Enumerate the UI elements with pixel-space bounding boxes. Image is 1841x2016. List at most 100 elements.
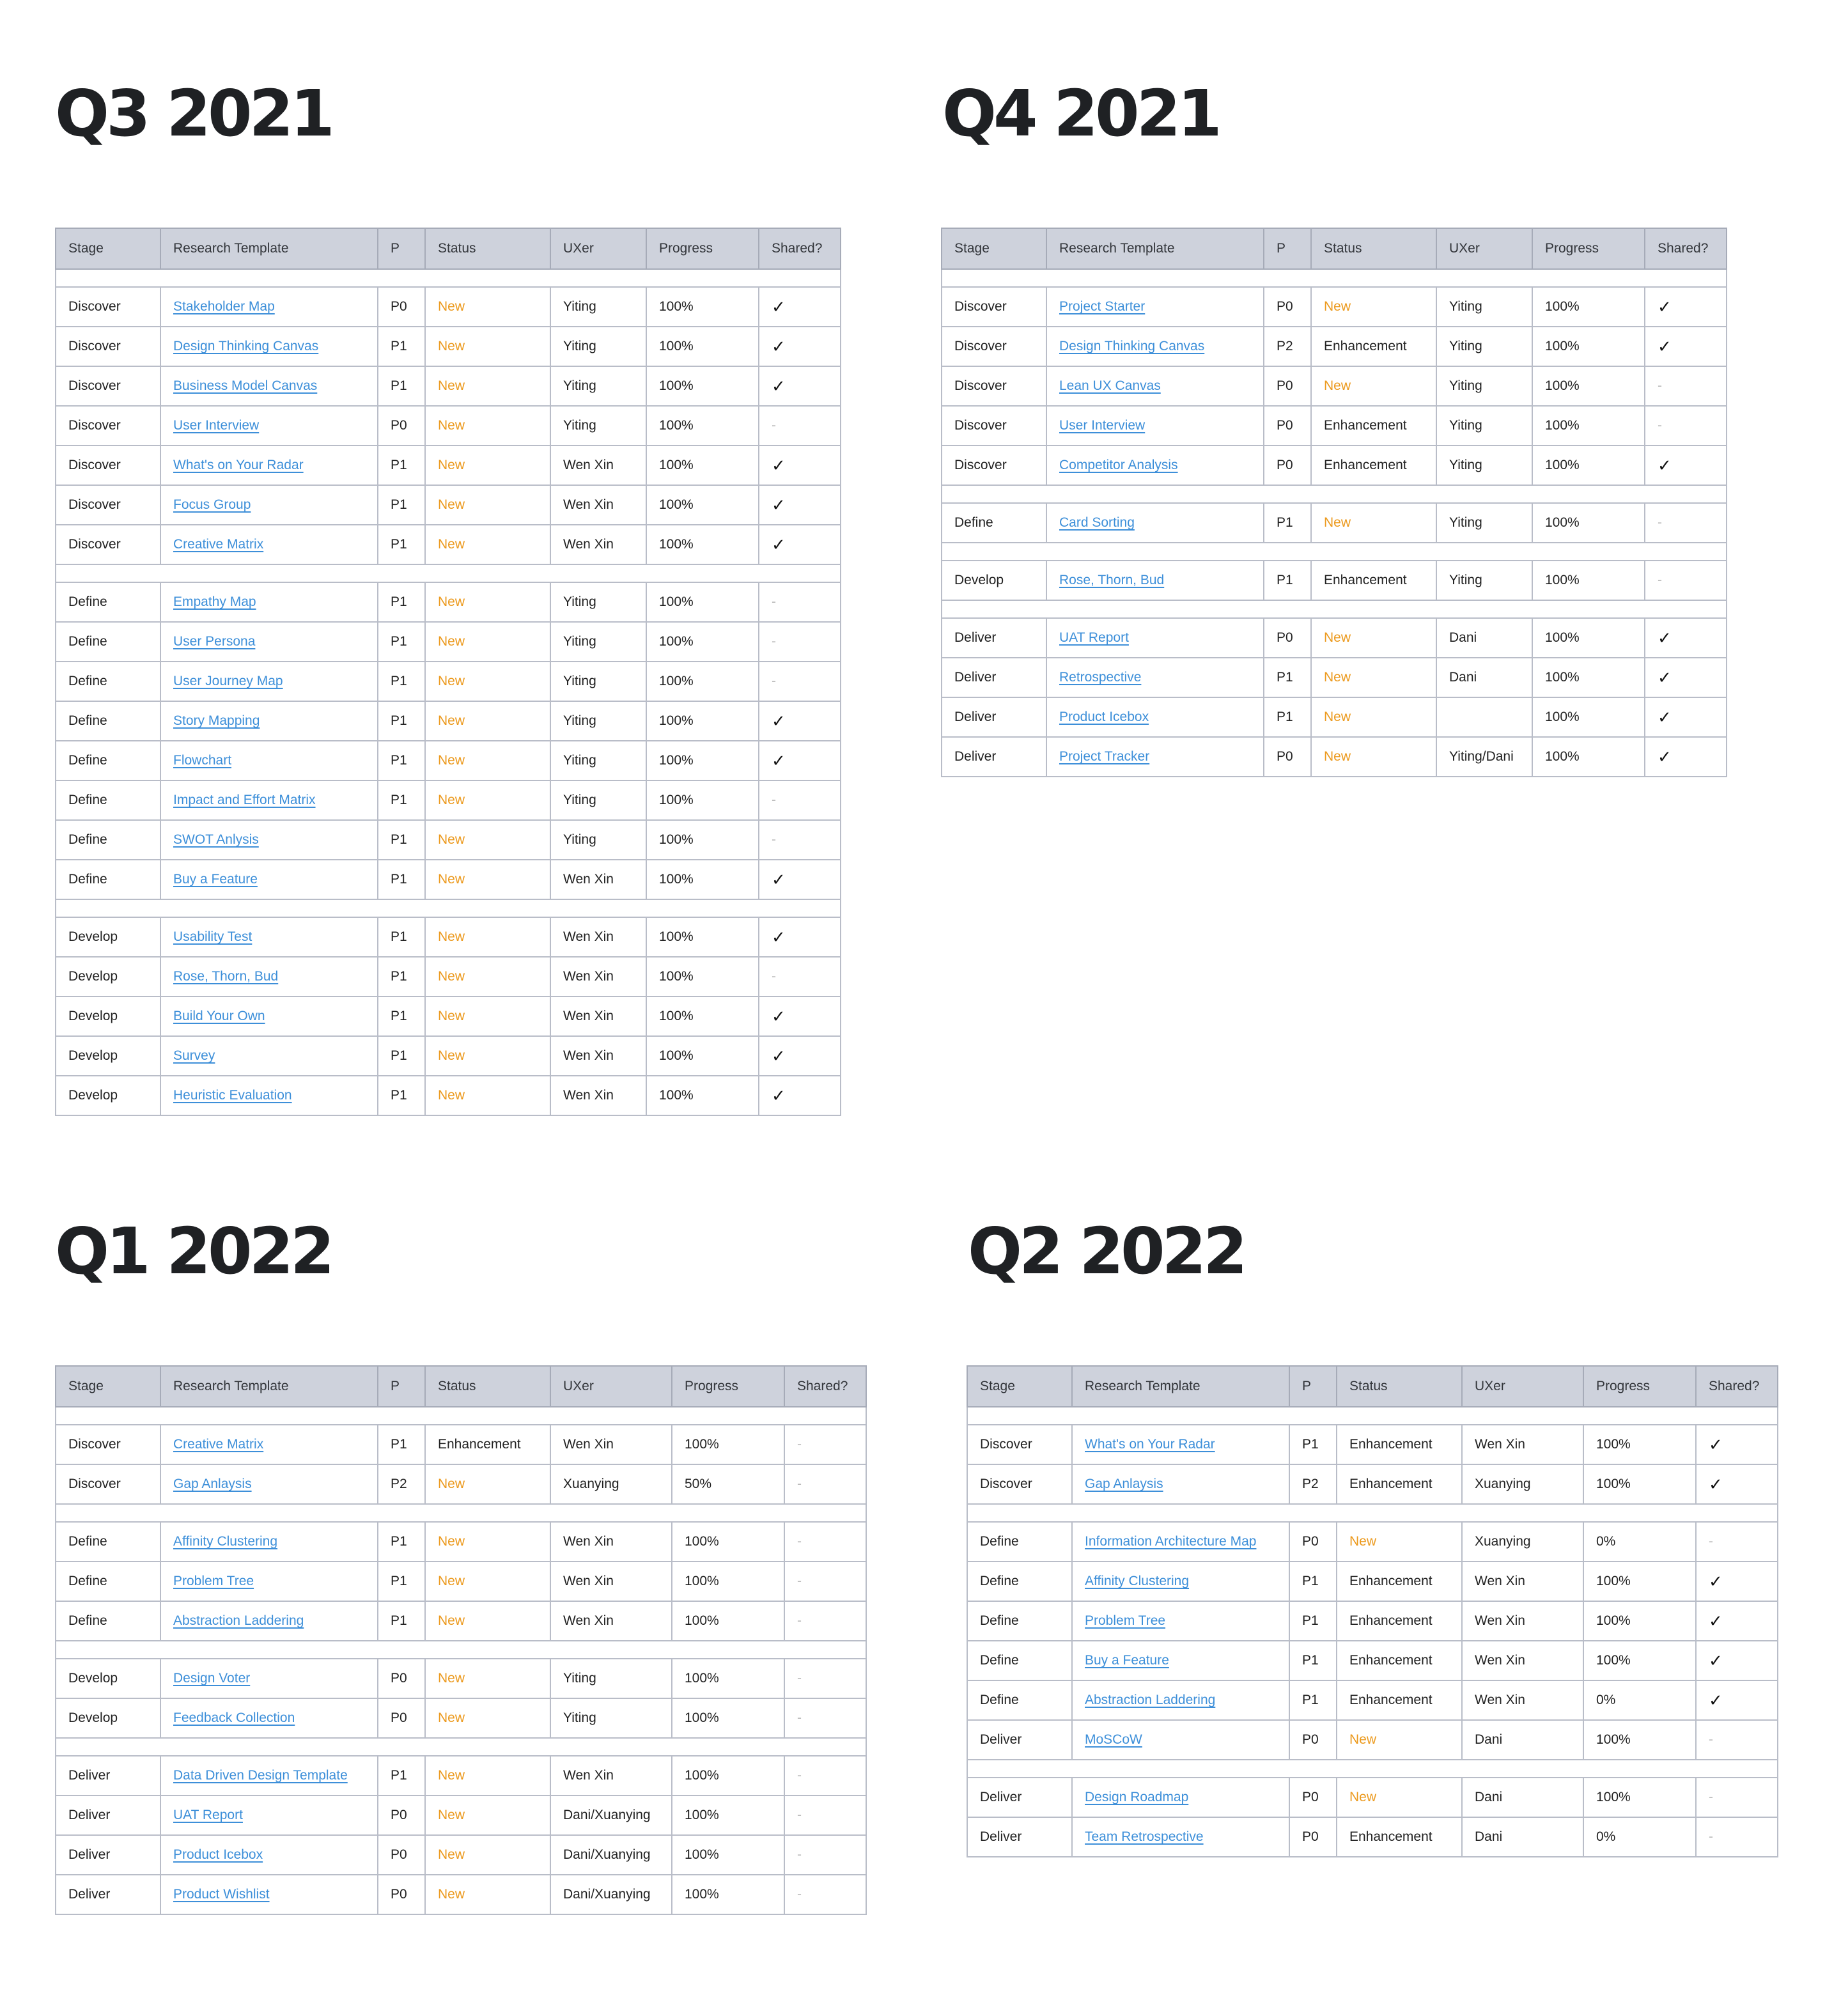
template-link[interactable]: Project Tracker xyxy=(1059,749,1150,764)
template-link[interactable]: User Interview xyxy=(173,418,260,433)
stage-label: Develop xyxy=(68,1710,118,1725)
template-link[interactable]: Creative Matrix xyxy=(173,537,264,552)
table-row: Develop Heuristic Evaluation P1 New Wen Xin 1… xyxy=(55,1075,841,1116)
template-link[interactable]: Design Voter xyxy=(173,1671,251,1686)
priority-label: P1 xyxy=(1302,1653,1319,1668)
table-row: Define Story Mapping P1 New Yiting 100% ✓ xyxy=(55,701,841,741)
uxer-label: Wen Xin xyxy=(563,872,614,887)
stage-label-cell: Deliver xyxy=(55,1874,161,1915)
uxer-label: Wen Xin xyxy=(1475,1437,1525,1452)
template-link[interactable]: Flowchart xyxy=(173,753,232,768)
stage-label-cell: Define xyxy=(967,1601,1073,1641)
template-link[interactable]: User Journey Map xyxy=(173,674,283,688)
template-link[interactable]: UAT Report xyxy=(1059,630,1129,645)
uxer-label: Yiting xyxy=(1449,378,1482,393)
template-link[interactable]: What's on Your Radar xyxy=(173,458,304,472)
template-link[interactable]: User Persona xyxy=(173,634,256,649)
uxer-label: Xuanying xyxy=(1475,1534,1531,1549)
template-link[interactable]: Empathy Map xyxy=(173,594,256,609)
template-link[interactable]: Stakeholder Map xyxy=(173,299,275,314)
template-link[interactable]: Abstraction Laddering xyxy=(1085,1693,1216,1707)
template-link[interactable]: Story Mapping xyxy=(173,713,260,728)
template-link[interactable]: Rose, Thorn, Bud xyxy=(1059,573,1165,587)
template-link-cell: User Interview xyxy=(160,405,378,446)
progress-label-cell: 100% xyxy=(1532,560,1645,601)
template-link[interactable]: User Interview xyxy=(1059,418,1146,433)
template-link[interactable]: Build Your Own xyxy=(173,1009,265,1023)
template-link[interactable]: Survey xyxy=(173,1048,215,1063)
template-link[interactable]: What's on Your Radar xyxy=(1085,1437,1215,1452)
progress-label: 100% xyxy=(659,594,694,609)
template-link[interactable]: Usability Test xyxy=(173,929,252,944)
template-link[interactable]: Data Driven Design Template xyxy=(173,1768,348,1783)
priority-label: P1 xyxy=(391,378,407,393)
priority-label-cell: P0 xyxy=(377,1658,426,1699)
status-label-cell: New xyxy=(424,621,551,662)
template-link[interactable]: Impact and Effort Matrix xyxy=(173,793,316,807)
template-link[interactable]: Buy a Feature xyxy=(173,872,258,887)
shared-dash-icon-cell: - xyxy=(784,1874,867,1915)
roadmap-table-q3-2021: Stage Research Template P Status UXer Progres… xyxy=(55,228,841,1116)
template-link-cell: Product Wishlist xyxy=(160,1874,378,1915)
template-link[interactable]: Business Model Canvas xyxy=(173,378,318,393)
template-link[interactable]: Gap Anlaysis xyxy=(1085,1477,1163,1491)
table-row: Discover What's on Your Radar P1 New Wen Xin… xyxy=(55,445,841,486)
template-link[interactable]: Creative Matrix xyxy=(173,1437,264,1452)
template-link[interactable]: Heuristic Evaluation xyxy=(173,1088,292,1103)
template-link[interactable]: UAT Report xyxy=(173,1808,243,1822)
template-link[interactable]: Card Sorting xyxy=(1059,515,1135,530)
template-link-cell: Stakeholder Map xyxy=(160,286,378,327)
progress-label: 0% xyxy=(1596,1693,1616,1707)
template-link[interactable]: Product Icebox xyxy=(173,1847,263,1862)
template-link[interactable]: Affinity Clustering xyxy=(173,1534,278,1549)
shared-check-icon-cell: ✓ xyxy=(1644,286,1727,327)
progress-label-cell: 100% xyxy=(1583,1424,1697,1465)
template-link-cell: Usability Test xyxy=(160,917,378,958)
template-link[interactable]: Project Starter xyxy=(1059,299,1146,314)
shared-dash-icon-cell: - xyxy=(784,1834,867,1875)
priority-label-cell: P0 xyxy=(1263,736,1312,777)
template-link[interactable]: Feedback Collection xyxy=(173,1710,295,1725)
shared-dash-icon: - xyxy=(797,1710,802,1725)
template-link[interactable]: Product Icebox xyxy=(1059,709,1149,724)
template-link[interactable]: Retrospective xyxy=(1059,670,1142,685)
template-link[interactable]: Lean UX Canvas xyxy=(1059,378,1161,393)
template-link[interactable]: MoSCoW xyxy=(1085,1732,1142,1747)
column-status-header: Status xyxy=(1310,228,1437,270)
table-row: Discover Lean UX Canvas P0 New Yiting 100% - xyxy=(941,366,1727,407)
template-link[interactable]: Focus Group xyxy=(173,497,251,512)
shared-check-icon-cell: ✓ xyxy=(758,524,841,565)
template-link[interactable]: Design Thinking Canvas xyxy=(173,339,319,353)
shared-dash-icon-cell: - xyxy=(1644,560,1727,601)
table-row: Deliver Data Driven Design Template P1 New W… xyxy=(55,1755,867,1796)
template-link[interactable]: Information Architecture Map xyxy=(1085,1534,1257,1549)
template-link[interactable]: SWOT Anlysis xyxy=(173,832,259,847)
priority-label: P0 xyxy=(1302,1732,1319,1747)
template-link[interactable]: Problem Tree xyxy=(1085,1613,1166,1628)
template-link[interactable]: Competitor Analysis xyxy=(1059,458,1178,472)
stage-label-cell: Discover xyxy=(941,445,1047,486)
template-link[interactable]: Product Wishlist xyxy=(173,1887,270,1902)
template-link[interactable]: Gap Anlaysis xyxy=(173,1477,252,1491)
template-link[interactable]: Design Thinking Canvas xyxy=(1059,339,1205,353)
shared-dash-icon-cell: - xyxy=(758,582,841,623)
shared-dash-icon: - xyxy=(797,1613,802,1628)
priority-label: P1 xyxy=(391,1574,407,1588)
template-link[interactable]: Design Roadmap xyxy=(1085,1790,1189,1804)
priority-label: P2 xyxy=(1277,339,1293,353)
template-link[interactable]: Problem Tree xyxy=(173,1574,254,1588)
template-link[interactable]: Abstraction Laddering xyxy=(173,1613,304,1628)
template-link-cell: Flowchart xyxy=(160,740,378,781)
stage-label-cell: Define xyxy=(55,582,161,623)
template-link[interactable]: Rose, Thorn, Bud xyxy=(173,969,279,984)
stage-label-cell: Deliver xyxy=(55,1834,161,1875)
template-link[interactable]: Buy a Feature xyxy=(1085,1653,1169,1668)
progress-label-cell: 100% xyxy=(646,524,759,565)
template-link[interactable]: Team Retrospective xyxy=(1085,1829,1204,1844)
table-row: Define Flowchart P1 New Yiting 100% ✓ xyxy=(55,740,841,781)
template-link[interactable]: Affinity Clustering xyxy=(1085,1574,1190,1588)
progress-label: 100% xyxy=(1596,1613,1631,1628)
uxer-label: Yiting xyxy=(563,299,596,314)
priority-label-cell: P1 xyxy=(377,1521,426,1562)
priority-label-cell: P1 xyxy=(1289,1680,1337,1721)
